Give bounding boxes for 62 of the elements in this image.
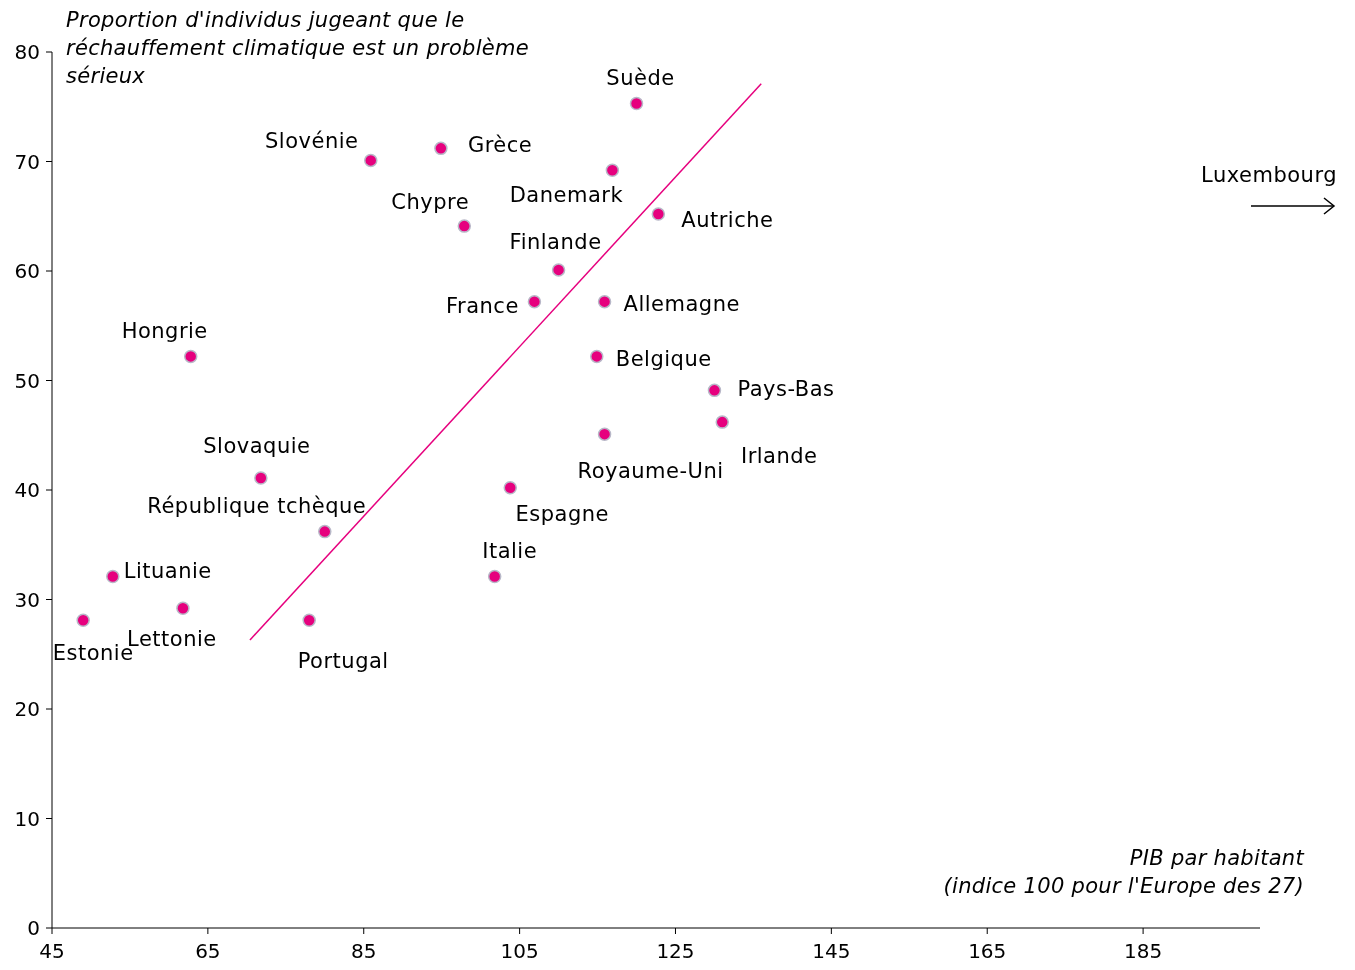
annotation: Grèce <box>467 132 533 157</box>
annotation: Slovaquie <box>203 434 311 459</box>
y-tick-label: 50 <box>14 368 40 393</box>
point <box>176 601 190 616</box>
annotation: Pays-Bas <box>737 376 835 401</box>
annotation: Belgique <box>615 346 712 371</box>
x-tick-label: 145 <box>812 939 851 963</box>
annotation: Lituanie <box>123 558 212 583</box>
annotation: France <box>446 294 519 319</box>
y-tick-label: 60 <box>14 259 40 283</box>
y-tick-label: 80 <box>14 40 40 64</box>
point <box>597 427 612 441</box>
annotation: Chypre <box>391 190 470 215</box>
x-tick-label: 185 <box>1124 939 1163 963</box>
x-tick-label: 125 <box>656 939 695 963</box>
y-tick-label: 30 <box>14 587 40 612</box>
x-axis-title: PIB par habitant (indice 100 pour l'Europe des 27) <box>943 846 1305 899</box>
x-tick-label: 105 <box>500 939 539 963</box>
point <box>254 471 268 485</box>
point <box>551 263 566 277</box>
annotation: Finlande <box>509 230 602 255</box>
point <box>76 613 90 628</box>
point <box>605 163 620 178</box>
annotation: Royaume-Uni <box>577 458 724 483</box>
point <box>629 96 644 111</box>
y-tick-label: 10 <box>14 806 40 831</box>
annotation: Danemark <box>509 182 624 207</box>
y-tick-label: 70 <box>14 149 40 174</box>
point <box>302 613 316 628</box>
point <box>318 524 332 539</box>
y-tick-label: 20 <box>14 697 40 721</box>
point <box>106 569 120 584</box>
x-tick-label: 45 <box>39 939 65 963</box>
annotation: Italie <box>482 538 538 563</box>
point <box>457 219 472 233</box>
x-tick-label: 165 <box>968 939 1007 963</box>
annotation: Suède <box>606 65 675 90</box>
point <box>715 415 729 429</box>
y-tick-label: 0 <box>27 916 40 940</box>
annotation: Slovénie <box>265 128 359 153</box>
point <box>487 569 502 584</box>
point <box>707 383 722 398</box>
annotation: Autriche <box>681 208 774 233</box>
annotation: Allemagne <box>623 292 740 317</box>
point <box>597 294 612 309</box>
point <box>183 349 198 364</box>
point <box>364 153 378 168</box>
y-axis-title: Proportion d'individus jugeant que le réchauffement climatique est un problème sérieux <box>66 8 530 89</box>
x-tick-label: 65 <box>195 939 221 963</box>
point <box>590 349 604 364</box>
annotation: Luxembourg <box>1201 163 1337 188</box>
y-tick-label: 40 <box>14 478 40 502</box>
annotation: Espagne <box>515 502 609 527</box>
annotation: Hongrie <box>121 318 208 343</box>
x-tick-label: 85 <box>351 939 377 963</box>
point <box>651 207 666 221</box>
point <box>527 294 542 309</box>
annotation: Irlande <box>740 444 818 469</box>
annotation: Portugal <box>297 648 389 673</box>
point <box>434 141 448 156</box>
point <box>503 481 518 495</box>
annotation: République tchèque <box>147 493 367 518</box>
